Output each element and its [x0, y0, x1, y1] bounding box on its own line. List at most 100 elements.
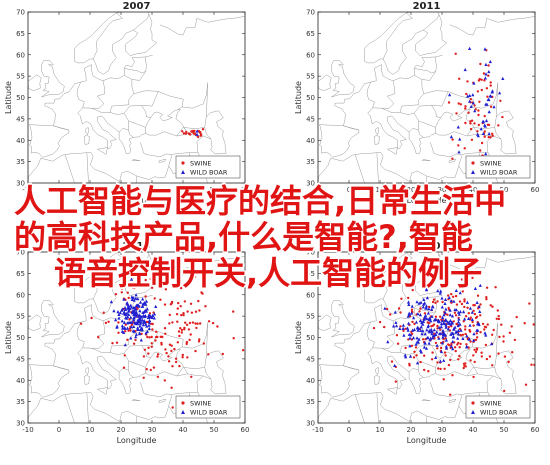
border-line: [435, 109, 478, 134]
wild-boar-point: [411, 336, 416, 340]
wild-boar-point: [130, 320, 134, 324]
swine-point: [491, 132, 494, 135]
swine-point: [495, 317, 498, 320]
x-axis-label: Longitude: [407, 196, 447, 205]
wild-boar-point: [123, 312, 127, 316]
data-points: [79, 269, 245, 409]
swine-point: [473, 360, 476, 364]
wild-boar-point: [133, 309, 137, 313]
x-tick-label: -10: [312, 186, 323, 194]
border-line: [124, 68, 147, 81]
wild-boar-point: [431, 336, 435, 340]
swine-point: [467, 111, 470, 114]
wild-boar-point: [483, 76, 487, 80]
swine-point: [413, 350, 416, 353]
swine-point: [479, 62, 482, 66]
wild-boar-point: [485, 102, 489, 106]
swine-point: [439, 346, 443, 350]
wild-boar-point: [141, 302, 145, 306]
swine-point: [464, 315, 468, 318]
wild-boar-point: [125, 326, 130, 330]
swine-point: [90, 316, 93, 320]
swine-point: [197, 299, 200, 303]
border-line: [319, 124, 360, 158]
swine-point: [458, 355, 461, 358]
border-line: [494, 350, 517, 395]
swine-point: [167, 360, 171, 363]
wild-boar-point: [423, 341, 427, 345]
wild-boar-point: [449, 299, 453, 303]
border-line: [97, 147, 108, 155]
swine-point: [485, 296, 488, 299]
swine-point: [434, 301, 437, 305]
swine-point: [473, 304, 476, 307]
y-tick-label: 70: [16, 9, 25, 17]
swine-point: [497, 124, 500, 127]
wild-boar-point: [450, 321, 455, 325]
wild-boar-point: [466, 94, 470, 98]
wild-boar-point: [415, 336, 419, 340]
wild-boar-point: [454, 288, 458, 292]
swine-point: [457, 144, 460, 147]
swine-point: [143, 348, 147, 351]
border-line: [159, 16, 245, 36]
swine-point: [489, 81, 492, 84]
swine-point: [143, 285, 146, 288]
swine-point: [433, 332, 436, 335]
swine-point: [171, 321, 174, 324]
wild-boar-point: [476, 132, 480, 136]
wild-boar-point: [437, 336, 441, 340]
wild-boar-point: [432, 318, 436, 322]
border-line: [64, 394, 75, 423]
wild-boar-point: [448, 93, 452, 97]
swine-point: [179, 269, 182, 272]
y-tick-label: 40: [306, 377, 315, 385]
wild-boar-point: [484, 152, 488, 156]
border-line: [354, 154, 365, 183]
swine-point: [150, 286, 154, 289]
x-tick-label: 10: [86, 186, 95, 194]
swine-point: [460, 302, 464, 306]
wild-boar-point: [470, 310, 474, 314]
swine-point: [471, 320, 474, 324]
swine-point: [451, 295, 455, 298]
swine-point: [461, 333, 465, 336]
swine-point: [127, 296, 130, 300]
wild-boar-point: [416, 328, 420, 332]
swine-point: [170, 302, 173, 305]
wild-boar-point: [488, 94, 492, 98]
wild-boar-point: [147, 313, 151, 317]
swine-point: [150, 335, 153, 339]
wild-boar-point: [129, 277, 134, 281]
y-tick-label: 65: [306, 30, 315, 38]
swine-point: [431, 300, 435, 304]
swine-point: [390, 360, 394, 363]
border-line: [82, 115, 117, 150]
wild-boar-point: [425, 316, 429, 320]
overlay-caption-line-3: 语音控制开关,人工智能的例子: [54, 254, 483, 292]
x-tick-label: 50: [210, 186, 219, 194]
swine-point: [159, 298, 162, 301]
swine-point: [455, 112, 458, 115]
swine-point: [419, 307, 422, 310]
swine-point: [464, 105, 467, 108]
y-axis-label: Latitude: [4, 321, 13, 354]
swine-point: [181, 130, 184, 133]
wild-boar-point: [438, 359, 443, 363]
y-axis-label: Latitude: [294, 81, 303, 114]
wild-boar-point: [448, 313, 452, 317]
wild-boar-point: [147, 320, 152, 324]
x-tick-label: 30: [438, 426, 447, 434]
swine-point: [410, 332, 414, 336]
wild-boar-point: [444, 325, 448, 329]
wild-boar-point: [120, 324, 124, 328]
swine-point: [497, 352, 500, 355]
border-line: [131, 399, 141, 402]
wild-boar-point: [424, 304, 429, 308]
swine-point: [201, 292, 204, 295]
swine-point: [436, 300, 439, 303]
wild-boar-point: [473, 109, 477, 113]
swine-point: [396, 342, 400, 345]
swine-point: [507, 360, 510, 364]
border-line: [176, 127, 205, 137]
